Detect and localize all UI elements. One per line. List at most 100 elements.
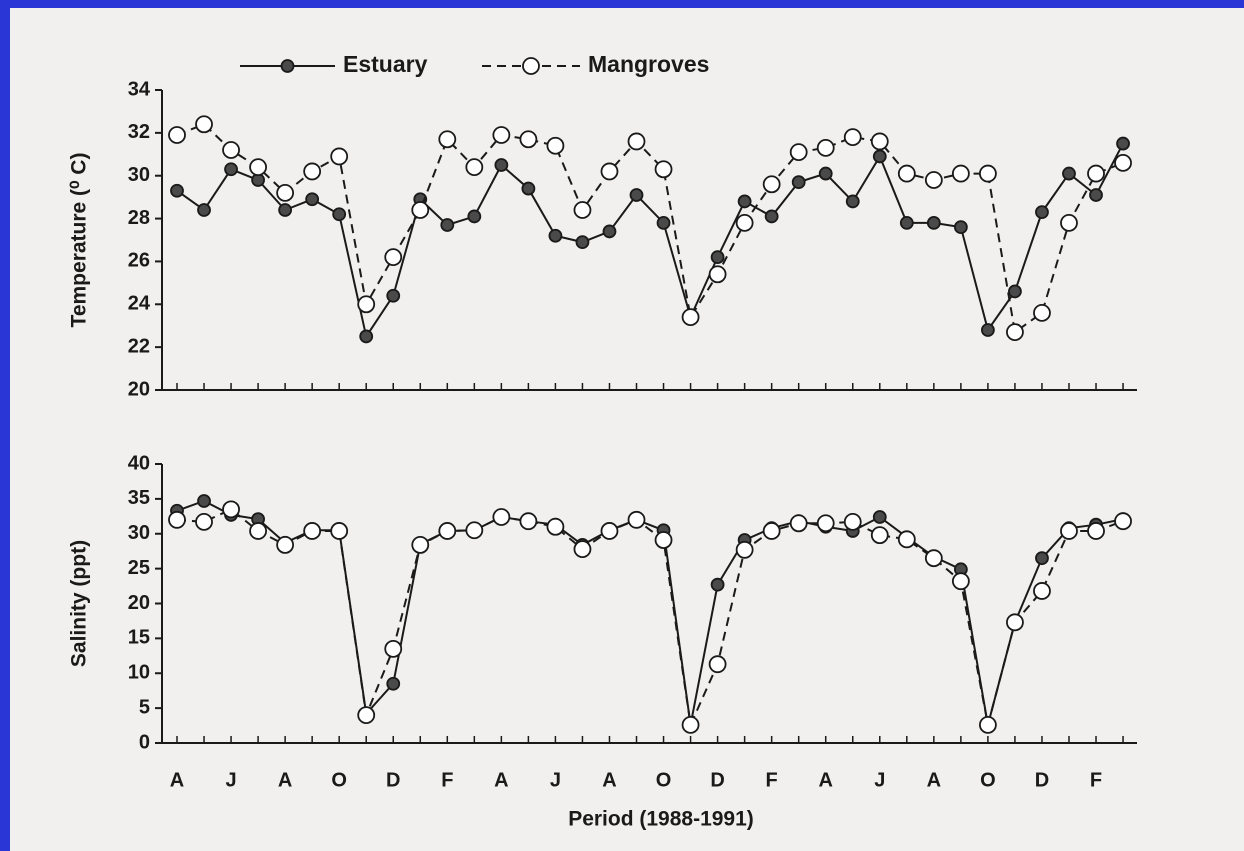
legend-label: Mangroves [588, 51, 709, 77]
data-point [384, 248, 403, 267]
y-tick-label: 0 [139, 731, 150, 753]
data-point [519, 130, 538, 149]
y-tick-label: 28 [128, 207, 150, 229]
data-point [573, 201, 592, 219]
data-point [764, 209, 779, 224]
data-point [222, 141, 240, 159]
data-point [762, 522, 781, 540]
data-point [602, 224, 617, 239]
data-point [681, 715, 700, 734]
data-point [897, 530, 916, 549]
y-tick-label: 30 [128, 522, 150, 544]
data-point [1035, 205, 1049, 220]
data-point [791, 175, 806, 190]
y-axis-title: Temperature (⁰ C) [68, 153, 91, 328]
data-point [654, 531, 673, 549]
y-tick-label: 15 [128, 627, 150, 649]
y-tick-label: 24 [128, 293, 151, 315]
data-point [926, 215, 941, 230]
data-point [249, 522, 267, 540]
data-point [979, 164, 997, 183]
data-point [1008, 284, 1022, 299]
y-tick-label: 10 [128, 662, 150, 684]
data-point [303, 522, 322, 540]
data-point [710, 250, 725, 265]
data-point [708, 265, 727, 284]
data-point [170, 183, 184, 198]
data-point [359, 329, 374, 344]
chart: Period (1988-1991) 20 22 24 26 28 30 32 34 Tempe… [68, 51, 1137, 831]
x-tick-label: J [225, 769, 236, 791]
data-point [629, 188, 644, 202]
data-point [872, 149, 887, 164]
x-tick-label: A [927, 769, 941, 791]
x-axis-title: Period (1988-1991) [568, 808, 754, 831]
y-axis-title: Salinity (ppt) [68, 540, 91, 667]
data-point [276, 536, 295, 554]
data-point [816, 514, 835, 533]
data-point [548, 228, 563, 243]
data-point [735, 540, 754, 559]
data-point [411, 536, 430, 554]
y-tick-label: 34 [128, 78, 151, 100]
data-point [1060, 522, 1078, 540]
x-tick-label: A [278, 769, 292, 791]
data-point [168, 510, 186, 529]
data-point [1060, 213, 1078, 232]
data-point [708, 655, 727, 674]
y-tick-label: 35 [128, 487, 150, 509]
data-point [492, 126, 511, 144]
x-tick-label: F [766, 769, 778, 791]
y-tick-label: 22 [128, 335, 150, 357]
data-point [816, 138, 835, 157]
data-point [951, 164, 970, 183]
data-point [305, 192, 320, 207]
data-point [843, 512, 862, 531]
data-point [546, 136, 565, 155]
data-point [600, 162, 619, 181]
data-point [735, 213, 754, 232]
data-point [627, 510, 646, 529]
data-point [789, 514, 808, 533]
data-point [411, 201, 430, 219]
y-tick-label: 30 [128, 164, 150, 186]
y-tick-label: 40 [128, 452, 150, 474]
legend-marker [280, 59, 295, 73]
data-point [1114, 153, 1132, 172]
legend-marker [522, 57, 540, 75]
data-point [1087, 522, 1105, 540]
x-tick-label: J [874, 769, 885, 791]
y-tick-label: 25 [128, 557, 150, 579]
data-point [627, 132, 646, 151]
data-point [1033, 303, 1051, 322]
data-point [1035, 551, 1049, 566]
data-point [899, 215, 914, 230]
data-point [979, 715, 997, 734]
x-tick-label: D [710, 769, 724, 791]
x-tick-label: O [331, 769, 347, 791]
data-point [789, 143, 808, 162]
y-tick-label: 20 [128, 592, 150, 614]
data-point [1089, 188, 1103, 202]
data-point [1006, 613, 1024, 632]
data-point [197, 203, 211, 217]
y-tick-label: 26 [128, 250, 150, 272]
data-point [168, 126, 186, 144]
data-point [737, 194, 752, 209]
x-tick-label: F [441, 769, 453, 791]
data-point [330, 147, 349, 166]
data-point [332, 207, 347, 222]
x-tick-label: A [818, 769, 832, 791]
data-point [981, 323, 995, 337]
data-point [386, 676, 401, 691]
x-tick-label: A [170, 769, 184, 791]
data-point [330, 522, 349, 540]
data-point [818, 166, 833, 181]
data-point [870, 132, 889, 151]
data-point [872, 510, 887, 524]
data-point [519, 512, 538, 531]
data-point [357, 295, 376, 314]
x-tick-label: O [980, 769, 996, 791]
data-point [654, 160, 673, 179]
data-point [573, 540, 592, 558]
